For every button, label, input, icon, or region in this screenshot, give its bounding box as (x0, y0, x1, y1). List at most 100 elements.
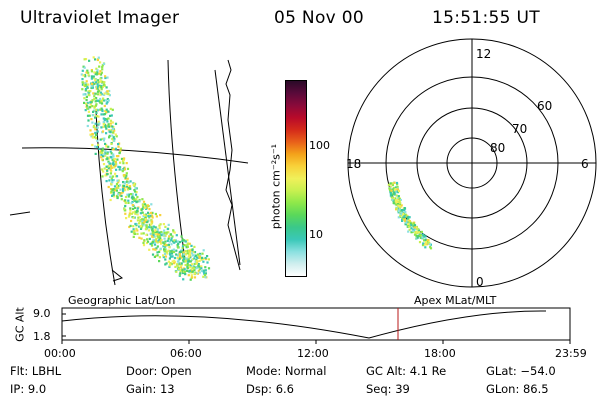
aurora-pixel (411, 229, 414, 232)
aurora-pixel (129, 224, 132, 227)
date-label: 05 Nov 00 (274, 8, 364, 28)
aurora-pixel (104, 150, 107, 153)
aurora-pixel (123, 185, 126, 188)
aurora-pixel (107, 185, 110, 189)
colorbar-tick-10: 10 (309, 228, 323, 241)
aurora-pixel (114, 172, 117, 175)
aurora-pixel (170, 250, 173, 253)
aurora-pixel (165, 250, 168, 253)
aurora-pixel (87, 74, 90, 77)
aurora-pixel (97, 115, 100, 118)
aurora-pixel (156, 234, 159, 237)
aurora-pixel (99, 93, 102, 96)
aurora-pixel (110, 166, 113, 169)
aurora-pixel (171, 240, 175, 243)
aurora-pixel (206, 255, 209, 258)
aurora-pixel (150, 211, 153, 214)
aurora-pixel (154, 248, 157, 251)
aurora-pixel (191, 266, 194, 270)
aurora-pixel (94, 128, 97, 131)
aurora-pixel (100, 88, 103, 91)
aurora-pixel (145, 241, 149, 245)
aurora-pixel (138, 222, 141, 225)
aurora-pixel (91, 114, 94, 117)
aurora-pixel (111, 158, 114, 161)
aurora-pixel (110, 152, 113, 155)
aurora-pixel (82, 74, 85, 77)
door-field: Door: Open (126, 364, 192, 378)
aurora-pixel (105, 180, 108, 183)
aurora-pixel (407, 219, 410, 222)
aurora-pixel (86, 114, 90, 117)
aurora-pixel (415, 226, 418, 229)
aurora-pixel (187, 250, 190, 253)
aurora-pixel (136, 195, 139, 199)
aurora-pixel (98, 72, 101, 75)
aurora-pixel (178, 273, 181, 276)
aurora-pixel (129, 207, 132, 210)
aurora-pixel (133, 198, 136, 201)
aurora-pixel (95, 115, 99, 118)
aurora-pixel (156, 233, 159, 236)
aurora-pixel (124, 212, 127, 215)
aurora-pixel (136, 232, 139, 235)
aurora-pixel (428, 243, 431, 246)
aurora-pixel (156, 231, 159, 235)
aurora-pixel (400, 204, 403, 207)
aurora-pixel (104, 75, 107, 78)
mlt-label-6: 6 (581, 157, 589, 171)
aurora-pixel (181, 246, 184, 249)
lat-label-80: 80 (490, 141, 505, 155)
colorbar (285, 80, 307, 277)
aurora-pixel (106, 169, 109, 172)
aurora-pixel (94, 104, 97, 107)
aurora-pixel (136, 219, 139, 222)
aurora-pixel (388, 187, 391, 190)
aurora-pixel (112, 153, 115, 156)
aurora-pixel (415, 237, 418, 240)
aurora-pixel (84, 84, 87, 87)
aurora-pixel (91, 132, 94, 136)
aurora-pixel (99, 138, 102, 141)
aurora-pixel (407, 225, 410, 228)
aurora-pixel (103, 81, 106, 84)
aurora-pixel (167, 223, 170, 226)
aurora-pixel (416, 236, 419, 239)
aurora-pixel (186, 269, 189, 273)
aurora-pixel (90, 118, 93, 121)
aurora-pixel (112, 155, 115, 158)
aurora-pixel (132, 235, 135, 238)
aurora-pixel (109, 124, 112, 128)
aurora-pixel (422, 242, 425, 245)
aurora-pixel (135, 191, 138, 194)
time-label: 15:51:55 UT (432, 8, 540, 28)
aurora-pixel (111, 131, 115, 134)
aurora-pixel (418, 231, 421, 234)
aurora-pixel (115, 184, 118, 187)
aurora-pixel (189, 278, 192, 281)
aurora-pixel (105, 132, 108, 135)
aurora-pixel (141, 211, 144, 214)
aurora-pixel (136, 207, 139, 210)
aurora-pixel (175, 249, 178, 252)
aurora-pixel (164, 263, 167, 266)
aurora-pixel (170, 239, 173, 242)
aurora-pixel (96, 58, 99, 62)
aurora-pixel (172, 230, 175, 233)
aurora-pixel (94, 79, 97, 82)
aurora-pixel (114, 147, 117, 150)
aurora-pixel (86, 107, 89, 110)
aurora-pixel (107, 93, 110, 96)
aurora-pixel (105, 108, 108, 111)
aurora-pixel (184, 273, 187, 276)
aurora-pixel (131, 200, 134, 203)
aurora-pixel (101, 108, 104, 111)
aurora-pixel (167, 231, 170, 234)
aurora-pixel (182, 253, 186, 256)
aurora-pixel (392, 197, 395, 200)
aurora-pixel (120, 192, 123, 195)
aurora-pixel (111, 121, 114, 124)
aurora-pixel (113, 189, 116, 192)
aurora-pixel (112, 191, 115, 194)
aurora-pixel (90, 101, 93, 104)
